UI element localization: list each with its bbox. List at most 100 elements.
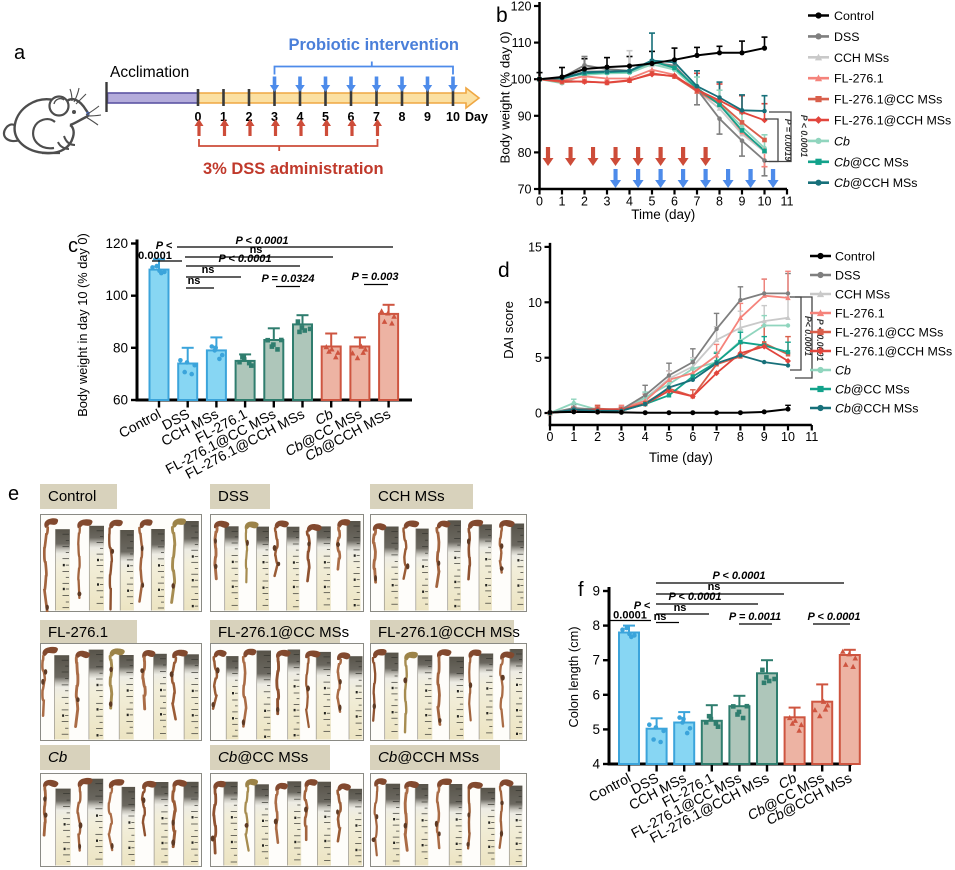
svg-text:P <: P < (156, 240, 173, 252)
svg-text:ns: ns (188, 275, 201, 287)
svg-text:Control: Control (834, 9, 874, 23)
svg-text:Body weight in day 10 (% day 0: Body weight in day 10 (% day 0) (75, 233, 90, 417)
svg-text:9: 9 (592, 584, 600, 599)
svg-text:Day: Day (465, 110, 488, 124)
svg-text:P < 0.0001: P < 0.0001 (218, 253, 271, 265)
svg-text:P = 0.0011: P = 0.0011 (729, 611, 781, 623)
svg-text:P <: P < (634, 600, 651, 612)
svg-text:Cb: Cb (834, 134, 850, 148)
svg-text:FL-276.1: FL-276.1 (835, 307, 885, 321)
svg-text:DSS: DSS (834, 30, 859, 44)
svg-text:7: 7 (373, 110, 380, 124)
svg-text:10: 10 (446, 110, 460, 124)
svg-text:3: 3 (271, 110, 278, 124)
svg-text:P = 0.0324: P = 0.0324 (261, 273, 314, 285)
svg-text:1: 1 (559, 195, 566, 209)
svg-text:Acclimation: Acclimation (110, 64, 189, 81)
svg-text:Cb: Cb (776, 769, 800, 792)
svg-text:3% DSS administration: 3% DSS administration (203, 160, 384, 178)
svg-text:6: 6 (348, 110, 355, 124)
svg-text:P < 0.0001: P < 0.0001 (807, 611, 860, 623)
svg-text:P = 0.0019: P = 0.0019 (783, 119, 793, 162)
svg-text:3: 3 (604, 195, 611, 209)
svg-text:Cb: Cb (835, 364, 851, 378)
svg-text:6: 6 (671, 195, 678, 209)
svg-text:P = 0.003: P = 0.003 (352, 271, 399, 283)
svg-text:1: 1 (570, 430, 577, 444)
svg-text:6: 6 (689, 430, 696, 444)
svg-text:Colon length (cm): Colon length (cm) (566, 627, 581, 728)
svg-text:FL-276.1@CC MSs: FL-276.1@CC MSs (834, 93, 942, 107)
svg-text:110: 110 (512, 36, 532, 50)
svg-text:ns: ns (674, 602, 687, 614)
svg-text:1: 1 (220, 110, 227, 124)
svg-text:5: 5 (535, 351, 542, 365)
svg-text:b: b (496, 4, 508, 27)
svg-text:0: 0 (536, 195, 543, 209)
svg-text:70: 70 (518, 183, 532, 197)
svg-text:5: 5 (666, 430, 673, 444)
svg-text:5: 5 (322, 110, 329, 124)
svg-text:5: 5 (592, 722, 600, 737)
svg-text:3: 3 (618, 430, 625, 444)
svg-text:5: 5 (649, 195, 656, 209)
svg-text:FL-276.1@CCH MSs: FL-276.1@CCH MSs (835, 345, 952, 359)
svg-text:9: 9 (424, 110, 431, 124)
svg-text:ns: ns (202, 264, 215, 276)
svg-text:10: 10 (528, 296, 542, 310)
svg-text:120: 120 (511, 0, 532, 14)
svg-text:c: c (68, 235, 78, 257)
svg-text:FL-276.1@CC MSs: FL-276.1@CC MSs (835, 326, 943, 340)
svg-text:Time (day): Time (day) (631, 207, 695, 222)
svg-text:9: 9 (761, 430, 768, 444)
svg-text:10: 10 (758, 195, 772, 209)
svg-text:ns: ns (250, 244, 263, 256)
svg-text:2: 2 (594, 430, 601, 444)
svg-text:Cb@CC MSs: Cb@CC MSs (834, 155, 909, 169)
svg-text:2: 2 (246, 110, 253, 124)
svg-text:80: 80 (113, 340, 128, 355)
svg-text:0: 0 (535, 407, 542, 421)
svg-text:CCH MSs: CCH MSs (835, 288, 890, 302)
svg-text:Probiotic intervention: Probiotic intervention (288, 36, 459, 54)
svg-text:4: 4 (642, 430, 649, 444)
svg-text:60: 60 (113, 393, 128, 408)
svg-text:CCH MSs: CCH MSs (834, 51, 889, 65)
svg-text:2: 2 (581, 195, 588, 209)
svg-text:Cb@CC MSs: Cb@CC MSs (835, 383, 910, 397)
svg-text:P < 0.0001: P < 0.0001 (799, 115, 809, 158)
svg-text:4: 4 (592, 757, 600, 772)
svg-text:FL-276.1@CCH MSs: FL-276.1@CCH MSs (834, 114, 951, 128)
svg-text:10: 10 (781, 430, 795, 444)
svg-text:DSS: DSS (835, 269, 860, 283)
svg-text:80: 80 (518, 146, 532, 160)
svg-text:P < 0.0001: P < 0.0001 (668, 591, 721, 603)
svg-text:9: 9 (739, 195, 746, 209)
svg-text:0: 0 (547, 430, 554, 444)
svg-text:100: 100 (511, 73, 532, 87)
svg-text:0.0001: 0.0001 (138, 250, 172, 262)
svg-text:7: 7 (694, 195, 701, 209)
svg-text:15: 15 (528, 240, 542, 254)
svg-text:Control: Control (116, 406, 163, 441)
svg-text:11: 11 (805, 430, 818, 444)
svg-text:d: d (498, 259, 510, 282)
svg-text:P< 0.0001: P< 0.0001 (803, 316, 813, 356)
svg-text:0.0001: 0.0001 (613, 610, 647, 622)
svg-text:90: 90 (518, 109, 532, 123)
svg-text:6: 6 (592, 687, 600, 702)
svg-text:FL-276.1: FL-276.1 (834, 72, 884, 86)
svg-text:Cb@CCH MSs: Cb@CCH MSs (834, 176, 918, 190)
svg-text:Body weight (% day 0): Body weight (% day 0) (498, 32, 513, 164)
svg-text:ns: ns (654, 611, 667, 623)
svg-text:Cb: Cb (312, 405, 336, 428)
svg-text:P < 0.0001: P < 0.0001 (235, 235, 288, 247)
svg-text:DAI score: DAI score (501, 301, 516, 359)
svg-text:4: 4 (297, 110, 304, 124)
svg-text:100: 100 (105, 288, 128, 303)
svg-text:7: 7 (592, 653, 600, 668)
svg-text:0: 0 (195, 110, 202, 124)
svg-text:8: 8 (399, 110, 406, 124)
svg-text:7: 7 (713, 430, 720, 444)
svg-text:120: 120 (105, 236, 128, 251)
